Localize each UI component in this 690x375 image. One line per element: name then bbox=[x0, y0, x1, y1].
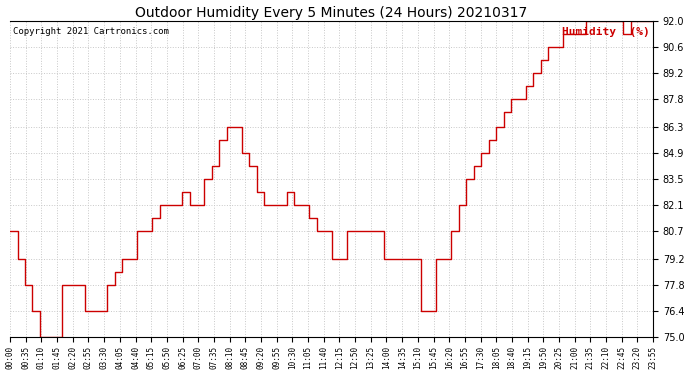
Text: Humidity  (%): Humidity (%) bbox=[562, 27, 650, 37]
Text: Copyright 2021 Cartronics.com: Copyright 2021 Cartronics.com bbox=[13, 27, 169, 36]
Title: Outdoor Humidity Every 5 Minutes (24 Hours) 20210317: Outdoor Humidity Every 5 Minutes (24 Hou… bbox=[135, 6, 528, 20]
